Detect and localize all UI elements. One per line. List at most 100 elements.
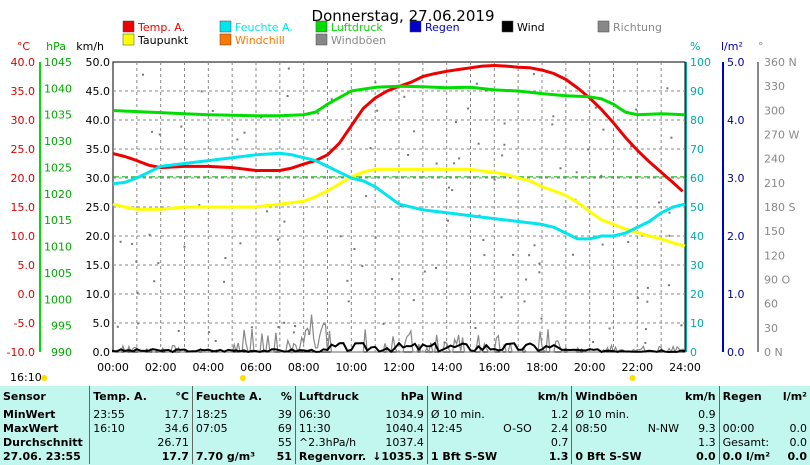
direction-dot: [119, 240, 122, 243]
direction-dot: [523, 300, 526, 303]
table-cell-w-time: 12:45: [426, 422, 501, 436]
temp-tick-label: 25.0: [11, 143, 36, 156]
wind-tick-label: 25.0: [86, 201, 111, 214]
direction-dot: [528, 254, 531, 257]
direction-dot: [407, 154, 410, 156]
direction-dot: [347, 300, 350, 303]
direction-dot: [592, 341, 595, 343]
humidity-tick-label: 50: [690, 201, 704, 214]
legend-label: Windchill: [235, 34, 285, 47]
direction-dot: [346, 279, 349, 282]
table-cell-w-mid: O-SO: [503, 422, 532, 435]
direction-dot: [532, 73, 535, 76]
direction-dot: [600, 174, 603, 177]
direction-dot: [287, 67, 290, 70]
table-cell-p-val: 1034.9: [385, 408, 424, 421]
table-cell-t-time: 16:10: [89, 422, 152, 436]
table-cell-w-mid: [500, 436, 535, 450]
direction-dot: [239, 242, 242, 245]
direction-dot: [250, 326, 253, 329]
table-cell-h-time: 18:25: [191, 408, 266, 422]
table-cell-g-time: Ø 10 min.: [571, 408, 645, 422]
wind-tick-label: 45.0: [86, 85, 111, 98]
direction-dot: [668, 211, 671, 214]
direction-tick-label: 60: [764, 298, 778, 311]
pressure-tick-label: 1000: [44, 293, 72, 306]
direction-dot: [475, 82, 478, 85]
table-cell-g-time: 08:50: [571, 422, 645, 436]
x-tick-label: 04:00: [192, 361, 224, 374]
legend-swatch: [315, 20, 328, 33]
direction-dot: [670, 136, 673, 139]
header-gust-mid: [645, 386, 682, 408]
direction-dot: [153, 280, 156, 283]
x-tick-label: 12:00: [383, 361, 415, 374]
direction-dot: [283, 321, 286, 324]
temp-tick-label: -5.0: [14, 317, 35, 330]
table-cell-t-val: 17.7: [164, 408, 189, 421]
direction-dot: [412, 299, 415, 302]
table-cell-g-mid: [645, 408, 682, 422]
direction-dot: [467, 107, 469, 110]
sun-marker: [629, 375, 636, 381]
direction-dot: [538, 262, 541, 265]
direction-dot: [503, 143, 506, 146]
table-cell-g-mid: N-NW: [647, 422, 679, 435]
table-cell-r-val: 0.0: [787, 450, 808, 463]
header-hum: Feuchte A.: [191, 386, 266, 408]
time-markers: [41, 375, 636, 381]
direction-dot: [608, 327, 611, 330]
table-cell-w-time: Ø 10 min.: [426, 408, 501, 422]
table-row: MaxWert 16:10 34.6 07:05 69 11:30 1040.4 12:45 O…: [0, 422, 810, 436]
temp-unit-label: °C: [17, 40, 31, 53]
direction-dot: [283, 220, 286, 223]
direction-dot: [575, 171, 578, 174]
table-row: MinWert 23:55 17.7 18:25 39 06:30 1034.9 Ø 10 m…: [0, 408, 810, 422]
table-cell-r-time: 00:00: [718, 422, 778, 436]
direction-dot: [668, 234, 671, 237]
table-cell-h-val: 39: [277, 408, 292, 421]
table-row: 27.06. 23:55 17.7 7.70 g/m³ 51 Regenvorr. ↓10…: [0, 450, 810, 464]
table-cell-h-time: [191, 436, 266, 450]
wind-tick-label: 50.0: [86, 56, 111, 69]
table-cell-w-mid: [500, 408, 535, 422]
direction-dot: [403, 95, 406, 98]
header-press-unit: hPa: [400, 390, 424, 403]
table-cell-p-time: 11:30: [294, 422, 370, 436]
table-cell-t-val: 34.6: [164, 422, 189, 435]
humidity-tick-label: 30: [690, 259, 704, 272]
direction-dot: [551, 123, 554, 126]
table-cell-h-time: 7.70 g/m³: [191, 450, 266, 464]
direction-dot: [158, 133, 161, 136]
chart-svg: Donnerstag, 27.06.2019 Temp. A. Feuchte A…: [7, 7, 800, 384]
direction-dot: [423, 270, 426, 273]
direction-dot: [376, 109, 379, 112]
legend-swatch: [122, 20, 135, 33]
table-cell-w-val: 1.3: [548, 450, 569, 463]
legend-swatch: [219, 33, 232, 46]
header-sensor: Sensor: [3, 390, 46, 403]
wind-tick-label: 20.0: [86, 230, 111, 243]
direction-dot: [286, 95, 289, 97]
header-hum-unit: %: [280, 390, 292, 403]
humidity-tick-label: 70: [690, 143, 704, 156]
table-cell-w-time: [426, 436, 501, 450]
temp-tick-label: -10.0: [7, 346, 35, 359]
direction-dot: [587, 148, 590, 151]
direction-dot: [594, 106, 597, 109]
direction-dot: [512, 253, 515, 256]
x-tick-label: 00:00: [97, 361, 129, 374]
direction-dot: [646, 300, 649, 303]
direction-dot: [308, 332, 311, 335]
humidity-tick-label: 100: [690, 56, 711, 69]
x-tick-label: 24:00: [669, 361, 701, 374]
direction-dot: [443, 341, 446, 344]
rain-tick-label: 5.0: [727, 56, 745, 69]
direction-dot: [183, 245, 186, 248]
legend-label: Wind: [517, 21, 545, 34]
direction-dot: [391, 278, 393, 281]
table-cell-p-val: 1040.4: [385, 422, 424, 435]
direction-dot: [645, 328, 647, 331]
direction-dot: [294, 325, 296, 328]
direction-dot: [667, 284, 670, 287]
